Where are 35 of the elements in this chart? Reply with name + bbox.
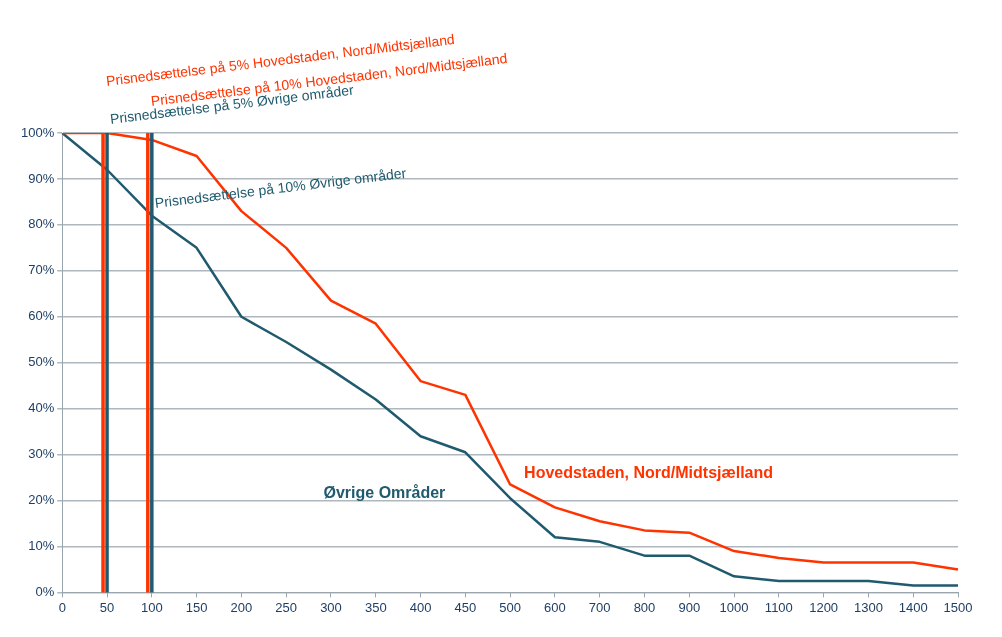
text: Øvrige Områder [323,484,446,502]
y-tick-label: 40% [28,400,55,416]
x-tick-label: 200 [230,599,253,615]
y-tick-label: 60% [28,308,55,324]
y-tick-label: 90% [28,170,55,186]
y-tick-label: 0% [35,583,55,599]
x-tick-label: 900 [678,599,701,615]
x-tick-label: 700 [588,599,611,615]
x-tick-label: 1100 [764,599,793,615]
x-tick-label: 50 [99,599,115,615]
y-tick-label: 70% [28,262,55,278]
y-tick-label: 30% [28,446,55,462]
x-tick-label: 400 [409,599,432,615]
y-tick-label: 50% [28,354,55,370]
x-tick-label: 100 [140,599,163,615]
y-tick-label: 10% [28,538,55,554]
x-tick-label: 1500 [943,599,973,615]
x-tick-label: 0 [58,599,66,615]
x-tick-label: 250 [275,599,298,615]
x-tick-label: 450 [454,599,477,615]
x-tick-label: 1300 [853,599,883,615]
x-tick-label: 150 [185,599,208,615]
x-tick-label: 1400 [898,599,928,615]
ref-line-label: Prisnedsættelse på 10% Øvrige områder [153,164,408,211]
x-tick-label: 800 [633,599,656,615]
x-tick-label: 600 [544,599,566,615]
x-tick-label: 1200 [809,599,839,615]
y-tick-label: 80% [28,216,55,232]
x-tick-label: 300 [320,599,342,615]
x-tick-label: 500 [499,599,521,615]
x-tick-label: 1000 [719,599,749,615]
y-tick-label: 20% [28,492,55,508]
series-label: Hovedstaden, Nord/Midtsjælland [524,464,774,482]
y-tick-label: 100% [21,124,55,140]
x-tick-label: 350 [364,599,387,615]
